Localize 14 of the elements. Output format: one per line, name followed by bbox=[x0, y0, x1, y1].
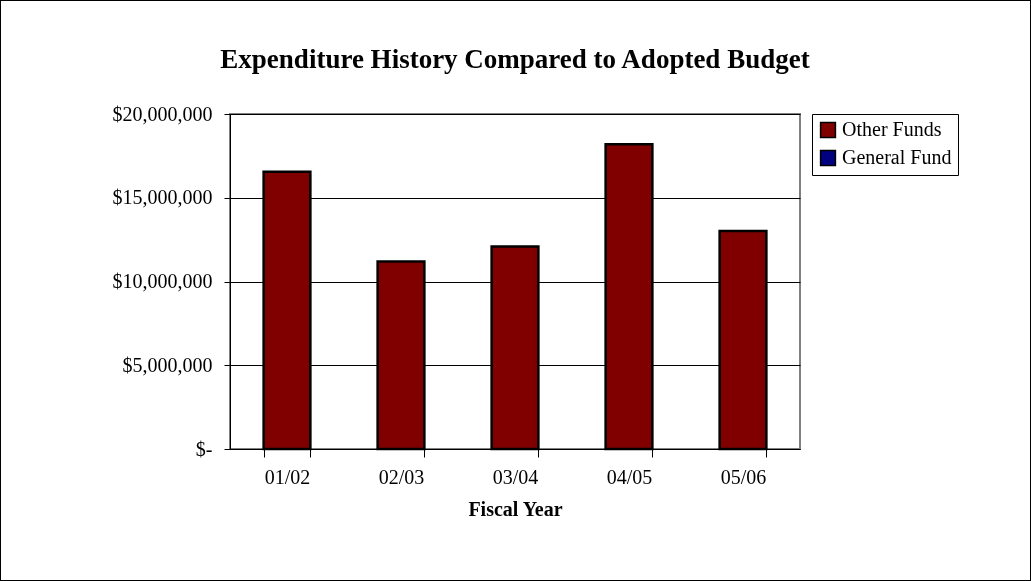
x-tick-label: 03/04 bbox=[492, 465, 539, 488]
x-tick-label: 02/03 bbox=[378, 465, 425, 488]
y-tick-label: $- bbox=[195, 437, 213, 460]
y-tick-label: $20,000,000 bbox=[112, 102, 213, 125]
y-tick-label: $5,000,000 bbox=[122, 353, 213, 376]
chart-title: Expenditure History Compared to Adopted Budget bbox=[220, 44, 810, 74]
legend-label: General Fund bbox=[842, 146, 952, 168]
legend-label: Other Funds bbox=[842, 118, 942, 140]
y-tick-label: $10,000,000 bbox=[112, 270, 213, 292]
x-axis-title: Fiscal Year bbox=[468, 497, 563, 520]
y-tick-label: $15,000,000 bbox=[112, 186, 213, 209]
x-tick-label: 01/02 bbox=[264, 465, 311, 488]
x-tick-label: 04/05 bbox=[606, 465, 653, 488]
x-tick-label: 05/06 bbox=[720, 465, 767, 488]
